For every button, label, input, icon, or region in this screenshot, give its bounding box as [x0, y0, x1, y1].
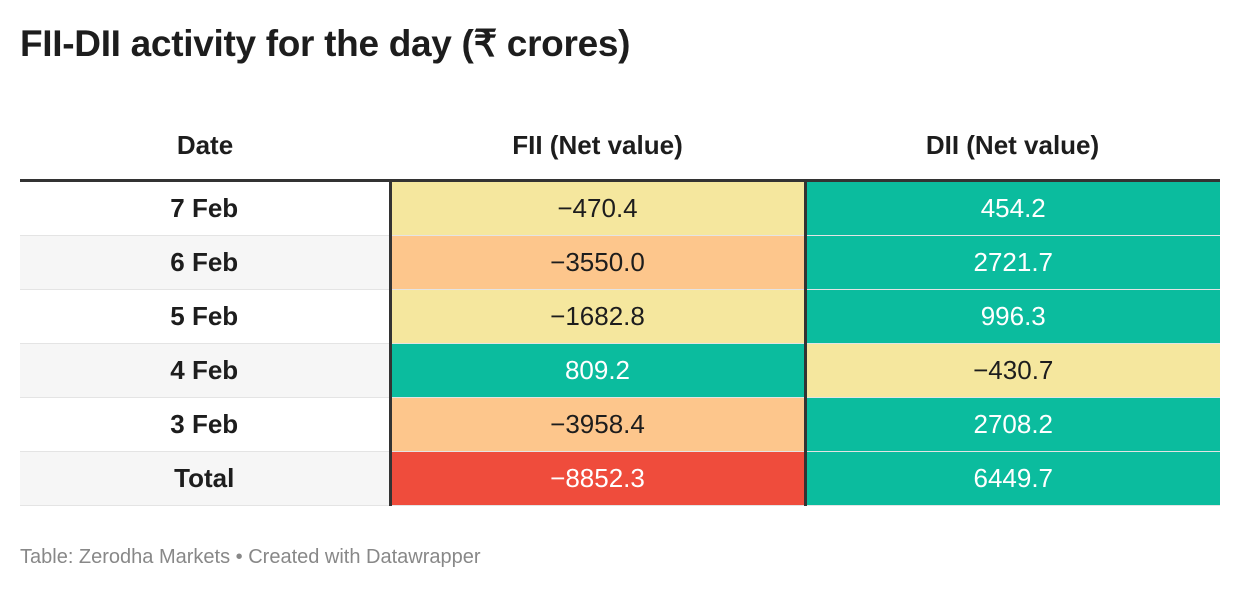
table-row: 7 Feb −470.4 454.2 — [20, 180, 1220, 236]
fii-value-cell: −1682.8 — [390, 289, 807, 344]
fii-value-cell: 809.2 — [390, 343, 807, 398]
table-title: FII-DII activity for the day (₹ crores) — [20, 23, 631, 64]
date-cell: 4 Feb — [20, 343, 392, 398]
table-row: 6 Feb −3550.0 2721.7 — [20, 235, 1220, 290]
date-cell: 5 Feb — [20, 289, 392, 344]
dii-value-cell: 2721.7 — [805, 235, 1220, 290]
fii-total-cell: −8852.3 — [390, 451, 807, 506]
column-header-date[interactable]: Date — [20, 112, 390, 182]
table-row: 4 Feb 809.2 −430.7 — [20, 343, 1220, 398]
dii-value-cell: 996.3 — [805, 289, 1220, 344]
table-row: 3 Feb −3958.4 2708.2 — [20, 397, 1220, 452]
header-row: Date FII (Net value) DII (Net value) — [20, 112, 1220, 182]
fii-value-cell: −3550.0 — [390, 235, 807, 290]
date-cell: 7 Feb — [20, 180, 392, 236]
table-row: 5 Feb −1682.8 996.3 — [20, 289, 1220, 344]
fii-value-cell: −3958.4 — [390, 397, 807, 452]
dii-total-cell: 6449.7 — [805, 451, 1220, 506]
source-credit: Table: Zerodha Markets • Created with Da… — [20, 546, 481, 568]
dii-value-cell: 2708.2 — [805, 397, 1220, 452]
column-header-dii[interactable]: DII (Net value) — [805, 112, 1220, 182]
fii-dii-table: Date FII (Net value) DII (Net value) 7 F… — [20, 112, 1220, 506]
fii-value-cell: −470.4 — [390, 180, 807, 236]
date-cell: 6 Feb — [20, 235, 392, 290]
date-cell: 3 Feb — [20, 397, 392, 452]
dii-value-cell: 454.2 — [805, 180, 1220, 236]
dii-value-cell: −430.7 — [805, 343, 1220, 398]
column-header-fii[interactable]: FII (Net value) — [390, 112, 805, 182]
total-label-cell: Total — [20, 451, 392, 506]
total-row: Total −8852.3 6449.7 — [20, 451, 1220, 506]
